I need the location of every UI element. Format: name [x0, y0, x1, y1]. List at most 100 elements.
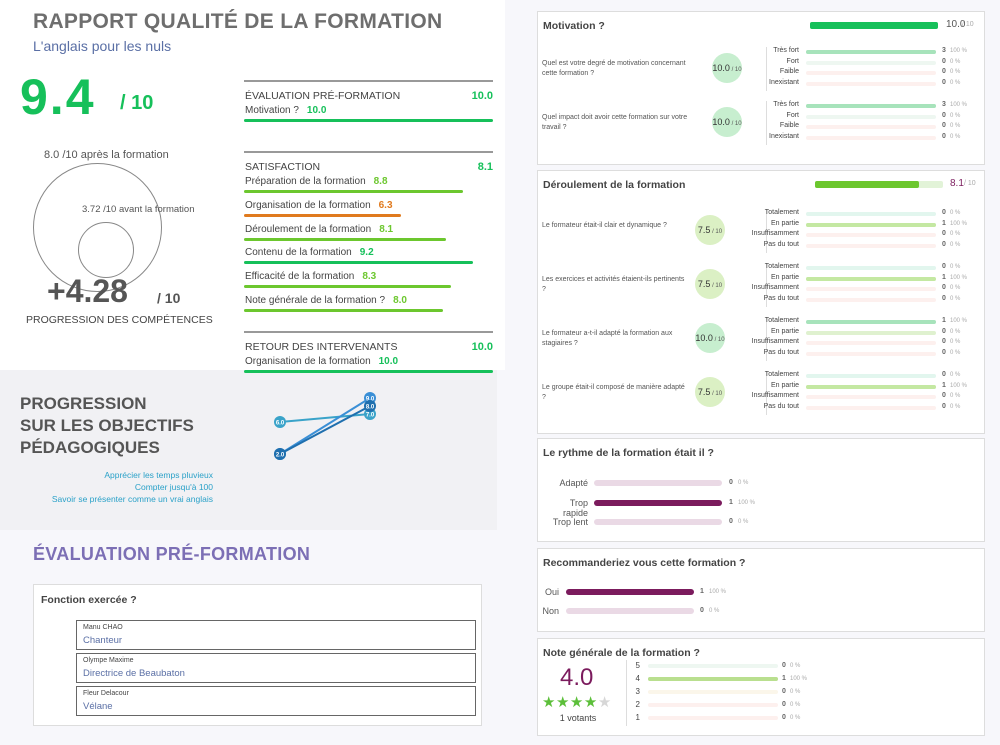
rythme-option-count: 0	[729, 479, 733, 486]
option-bar	[806, 222, 936, 227]
option-track	[806, 405, 936, 410]
option-label: En partie	[770, 381, 799, 389]
pre-formation-title: ÉVALUATION PRÉ-FORMATION	[33, 544, 311, 564]
function-entry: Manu CHAO Chanteur	[76, 620, 476, 650]
question-text: Le formateur était-il clair et dynamique…	[542, 222, 667, 229]
objectives-chart: 6.07.02.09.02.08.0	[274, 392, 376, 460]
summary-row-bar	[244, 285, 451, 289]
option-count: 1	[942, 381, 946, 389]
summary-row-bar	[244, 309, 444, 312]
note-option-label: 3	[635, 687, 640, 696]
option-count: 0	[942, 78, 946, 86]
overall-score-denominator: / 10	[120, 92, 154, 114]
option-track	[806, 212, 936, 216]
note-option-percent: 100 %	[790, 676, 808, 682]
option-label: Pas du tout	[763, 294, 799, 302]
option-label: Fort	[786, 111, 799, 119]
option-count: 0	[942, 392, 946, 399]
note-option-bar	[648, 677, 778, 681]
option-count: 0	[942, 263, 946, 270]
summary-row-label: Note générale de la formation ?	[245, 295, 386, 306]
note-option-percent: 0 %	[790, 689, 801, 695]
summary-row-score: 9.2	[359, 247, 374, 259]
data-label: 9.0	[366, 397, 375, 403]
option-label: Fort	[786, 57, 799, 65]
star-icon: ★	[542, 694, 556, 711]
after-training-label: 8.0 /10 après la formation	[44, 149, 169, 161]
rythme-option-track	[594, 480, 722, 486]
option-label: Totalement	[764, 263, 799, 270]
note-option-count: 0	[782, 714, 786, 721]
option-percent: 0 %	[950, 241, 961, 248]
summary-row-bar	[244, 261, 474, 265]
option-separator	[766, 47, 767, 91]
option-track	[806, 243, 936, 248]
option-count: 3	[942, 101, 946, 108]
card-score-bar	[815, 181, 919, 188]
section-score: 10.0	[471, 90, 493, 102]
option-track	[806, 341, 936, 345]
option-count: 0	[942, 294, 946, 302]
option-count: 0	[942, 240, 946, 248]
rythme-option-percent: 0 %	[738, 480, 749, 486]
note-option-track	[648, 690, 778, 694]
summary-row-label: Organisation de la formation	[245, 199, 371, 211]
objectives-title-line: SUR LES OBJECTIFS	[20, 416, 194, 435]
question-text: Les exercices et activités étaient-ils p…	[542, 276, 685, 293]
summary-row-score: 6.3	[378, 199, 393, 211]
note-option-track	[648, 716, 778, 720]
function-entry-value: Vélane	[83, 701, 113, 712]
page-subtitle: L'anglais pour les nuls	[33, 38, 172, 54]
option-label: Faible	[779, 68, 799, 75]
option-percent: 100 %	[950, 318, 968, 324]
option-percent: 0 %	[950, 123, 961, 129]
option-label: En partie	[770, 273, 799, 281]
option-separator	[766, 371, 767, 415]
option-bar	[806, 384, 936, 389]
series-line	[279, 397, 371, 455]
star-icon: ★	[569, 694, 584, 711]
option-count: 0	[942, 111, 946, 119]
function-entry: Olympe Maxime Directrice de Beaubaton	[76, 653, 476, 683]
option-label: Insuffisamment	[751, 230, 799, 237]
question-score-denominator: / 10	[710, 229, 723, 235]
function-entry-value: Directrice de Beaubaton	[83, 668, 185, 679]
note-option-percent: 0 %	[790, 702, 801, 708]
function-entry-name: Olympe Maxime	[83, 657, 134, 664]
summary-row-label: Contenu de la formation	[245, 247, 352, 259]
note-option-label: 2	[635, 700, 640, 709]
option-track	[806, 351, 936, 356]
summary-row-label: Préparation de la formation	[245, 176, 366, 187]
question-score-denominator: / 10	[729, 121, 742, 127]
summary-row-label: Organisation de la formation	[245, 356, 371, 367]
series-line	[279, 405, 371, 455]
note-option-percent: 0 %	[790, 663, 801, 669]
option-track	[806, 297, 936, 302]
section-title: ÉVALUATION PRÉ-FORMATION	[245, 90, 401, 102]
recommend-option-bar	[566, 589, 694, 595]
option-label: Inexistant	[769, 132, 799, 140]
option-track	[806, 330, 936, 335]
option-percent: 0 %	[950, 264, 961, 270]
note-option-count: 1	[782, 675, 786, 682]
note-separator	[626, 660, 627, 726]
option-percent: 0 %	[950, 285, 961, 291]
rythme-option-label: Trop rapide	[562, 497, 588, 518]
card-score-bar	[810, 22, 938, 29]
rythme-option-label: Trop lent	[552, 517, 588, 527]
question-text: Quel est votre degré de motivation conce…	[542, 60, 686, 77]
recommend-option-count: 1	[700, 588, 704, 595]
section-score: 8.1	[477, 161, 493, 173]
section-divider	[244, 331, 493, 333]
recommend-title: Recommanderiez vous cette formation ?	[543, 557, 746, 569]
option-label: Pas du tout	[763, 402, 799, 410]
option-count: 0	[942, 132, 946, 140]
question-score: 7.5 / 10	[695, 377, 725, 407]
question-score: 7.5 / 10	[695, 269, 725, 299]
data-label: 2.0	[276, 453, 285, 459]
option-label: Faible	[779, 122, 799, 129]
rythme-option-bar	[594, 499, 722, 506]
option-bar	[806, 50, 936, 54]
data-point	[274, 448, 286, 460]
option-count: 0	[942, 230, 946, 237]
